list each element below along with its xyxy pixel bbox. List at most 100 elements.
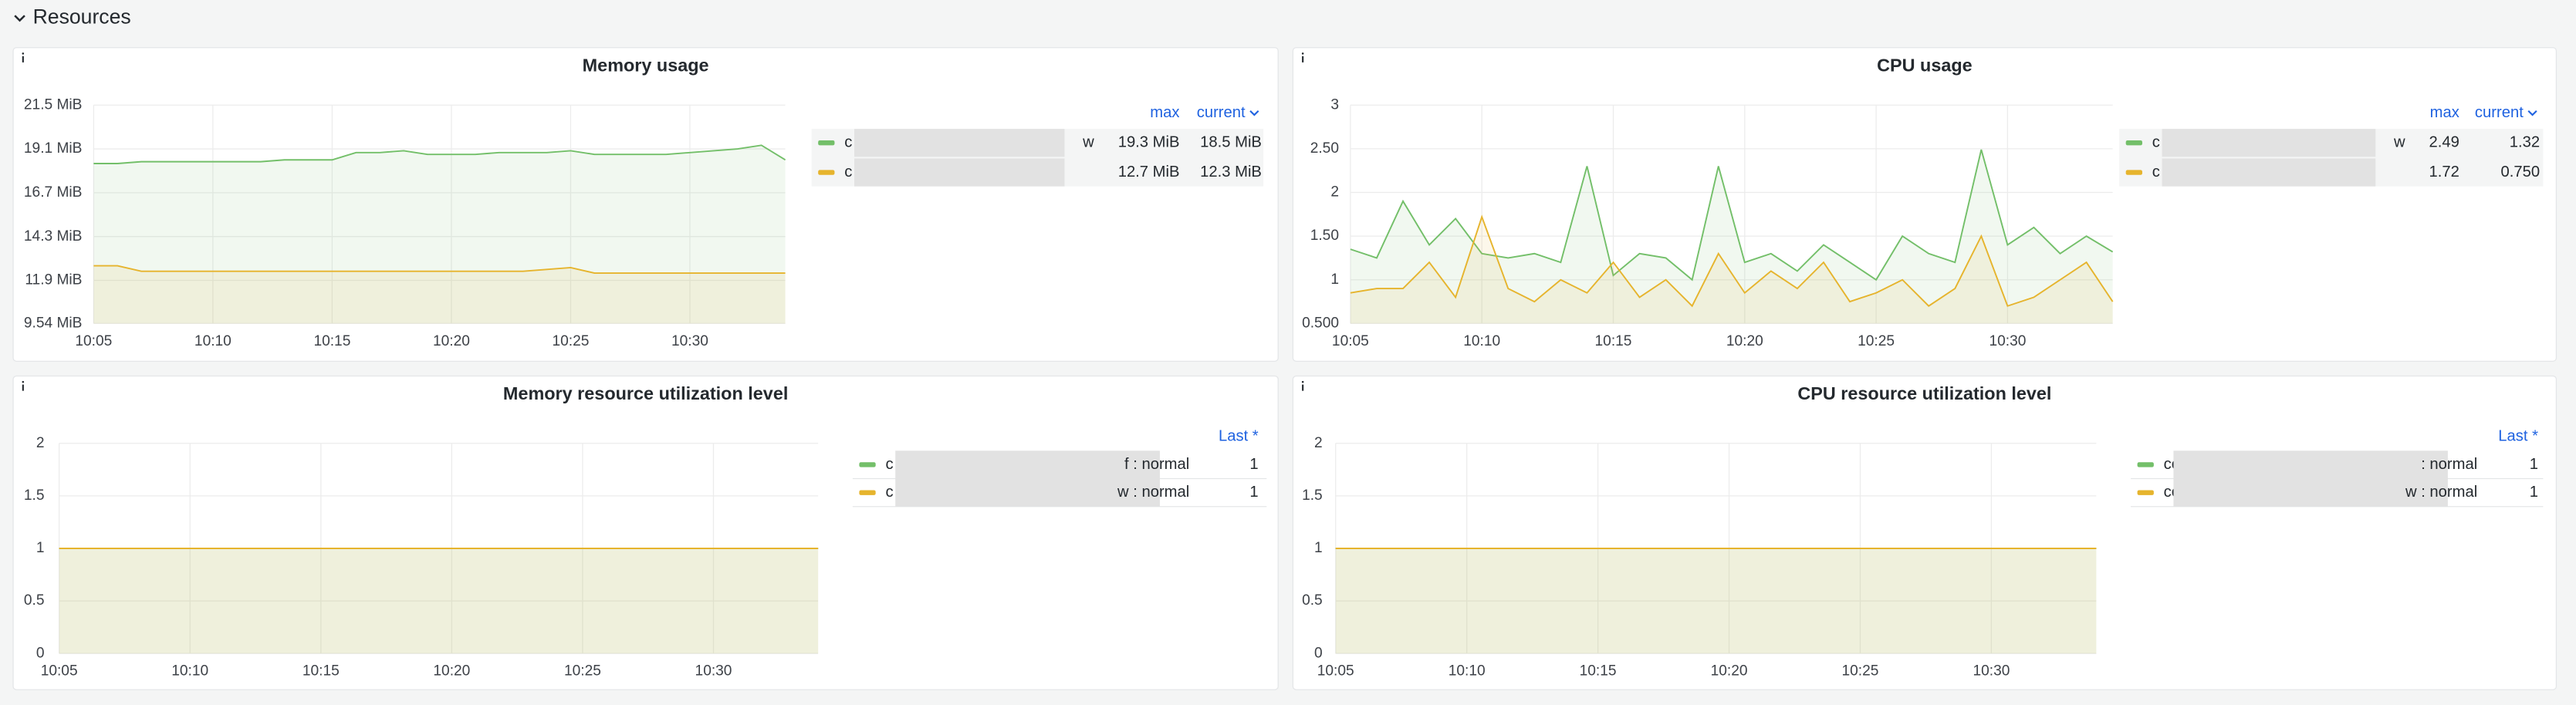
redaction xyxy=(2162,129,2376,157)
panel xyxy=(12,47,1279,362)
legend-name-end[interactable]: f : normal xyxy=(1124,456,1189,473)
x-tick-label: 10:20 xyxy=(1726,333,1763,349)
legend-swatch[interactable] xyxy=(859,490,876,495)
redaction xyxy=(2162,158,2376,187)
series-area xyxy=(1335,548,2097,654)
legend-name-end[interactable]: w : normal xyxy=(2405,484,2477,501)
y-tick-label: 3 xyxy=(1330,96,1339,113)
legend-name[interactable]: c xyxy=(885,456,893,473)
y-tick-label: 2 xyxy=(1314,435,1323,451)
legend-stat: 1 xyxy=(2530,484,2538,501)
legend-name[interactable]: c xyxy=(2152,134,2160,151)
section-title[interactable]: Resources xyxy=(33,5,131,28)
legend-swatch[interactable] xyxy=(2137,462,2154,467)
y-tick-label: 1 xyxy=(36,540,45,556)
legend-name[interactable]: c xyxy=(844,164,852,180)
legend-stat: 18.5 MiB xyxy=(1200,134,1262,151)
x-tick-label: 10:10 xyxy=(171,663,208,680)
x-tick-label: 10:15 xyxy=(1580,663,1617,680)
y-tick-label: 1.5 xyxy=(24,487,45,504)
info-icon-dot[interactable] xyxy=(1301,52,1304,55)
x-tick-label: 10:30 xyxy=(1989,333,2026,349)
legend-stat: 1.72 xyxy=(2429,164,2459,180)
legend-header[interactable]: current xyxy=(1197,104,1246,121)
panel-title: CPU resource utilization level xyxy=(1797,383,2051,403)
legend-swatch[interactable] xyxy=(2125,170,2142,175)
series-line xyxy=(1350,214,2114,308)
legend-stat: 1.32 xyxy=(2510,134,2540,151)
y-tick-label: 9.54 MiB xyxy=(24,315,83,331)
x-tick-label: 10:05 xyxy=(75,333,112,349)
info-icon-dot[interactable] xyxy=(1301,380,1304,383)
legend-stat: 1 xyxy=(2530,456,2538,473)
redaction xyxy=(895,450,1160,479)
collapse-chevron[interactable] xyxy=(14,15,25,22)
x-tick-label: 10:05 xyxy=(1332,333,1369,349)
legend-swatch[interactable] xyxy=(818,140,835,146)
legend-header[interactable]: current xyxy=(2475,104,2524,121)
legend-header[interactable]: Last * xyxy=(1219,428,1259,445)
legend-stat: 12.3 MiB xyxy=(1200,164,1262,180)
legend-name[interactable]: c xyxy=(844,134,852,151)
sort-chevron xyxy=(2527,110,2537,116)
x-tick-label: 10:20 xyxy=(1711,663,1748,680)
x-tick-label: 10:20 xyxy=(433,333,470,349)
x-tick-label: 10:20 xyxy=(433,663,470,680)
legend-name-end[interactable]: w xyxy=(1082,134,1094,151)
legend-swatch[interactable] xyxy=(2137,490,2154,495)
x-tick-label: 10:25 xyxy=(552,333,589,349)
panel xyxy=(1292,47,2557,362)
series-area xyxy=(59,548,819,654)
panel-title: Memory resource utilization level xyxy=(503,383,788,403)
y-tick-label: 19.1 MiB xyxy=(24,140,83,157)
x-tick-label: 10:30 xyxy=(695,663,732,680)
legend-header[interactable]: Last * xyxy=(2498,428,2538,445)
series-line xyxy=(1350,149,2114,282)
x-tick-label: 10:10 xyxy=(1449,663,1486,680)
y-tick-label: 1.50 xyxy=(1310,228,1339,244)
legend-stat: 1 xyxy=(1249,484,1258,501)
series-area xyxy=(93,145,786,324)
series-area xyxy=(59,548,819,654)
y-tick-label: 2.50 xyxy=(1310,140,1339,157)
y-tick-label: 2 xyxy=(36,435,45,451)
legend-name-end[interactable]: w xyxy=(2393,134,2405,151)
info-icon-dot[interactable] xyxy=(22,52,25,55)
legend-header[interactable]: max xyxy=(1150,104,1179,121)
redaction xyxy=(854,129,1065,157)
series-area xyxy=(93,265,786,324)
x-tick-label: 10:10 xyxy=(1463,333,1500,349)
y-tick-label: 0 xyxy=(36,645,45,661)
legend-swatch[interactable] xyxy=(818,170,835,175)
series-area xyxy=(1350,149,2113,324)
y-tick-label: 2 xyxy=(1330,184,1339,201)
y-tick-label: 1 xyxy=(1330,272,1339,288)
x-tick-label: 10:15 xyxy=(1595,333,1632,349)
legend-stat: 0.750 xyxy=(2501,164,2541,180)
legend-header[interactable]: max xyxy=(2430,104,2459,121)
y-tick-label: 0.5 xyxy=(24,592,45,609)
sort-chevron xyxy=(1249,110,1259,116)
info-icon-dot[interactable] xyxy=(22,380,25,383)
redaction xyxy=(2173,478,2448,507)
panel-title: CPU usage xyxy=(1877,55,1973,75)
x-tick-label: 10:15 xyxy=(313,333,350,349)
y-tick-label: 1 xyxy=(1314,540,1323,556)
legend-name[interactable]: c xyxy=(2152,164,2160,180)
legend-swatch[interactable] xyxy=(2125,140,2142,146)
legend-name-end[interactable]: w : normal xyxy=(1117,484,1189,501)
series-line xyxy=(93,144,786,164)
redaction xyxy=(854,158,1065,187)
legend-name-end[interactable]: : normal xyxy=(2421,456,2477,473)
series-area xyxy=(1335,548,2097,654)
y-tick-label: 0.5 xyxy=(1302,592,1323,609)
legend-stat: 2.49 xyxy=(2429,134,2459,151)
y-tick-label: 14.3 MiB xyxy=(24,228,83,245)
panel-title: Memory usage xyxy=(583,55,709,75)
legend-swatch[interactable] xyxy=(859,462,876,467)
legend-name[interactable]: c xyxy=(885,484,893,501)
x-tick-label: 10:25 xyxy=(564,663,601,680)
x-tick-label: 10:30 xyxy=(671,333,708,349)
